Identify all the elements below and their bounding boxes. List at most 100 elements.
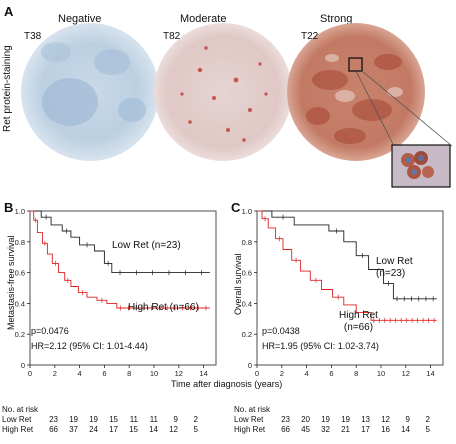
y-tick-label: 0.8 xyxy=(15,238,25,247)
y-tick-label: 1.0 xyxy=(242,207,252,216)
risk-cell: 45 xyxy=(301,425,310,434)
panel-b-low-label: Low Ret (n=23) xyxy=(112,240,181,251)
risk-cell: 11 xyxy=(149,415,158,424)
risk-table-b-row-high: High Ret 66 37 24 17 15 14 12 5 xyxy=(2,425,198,435)
x-tick-label: 8 xyxy=(354,369,358,378)
y-tick-label: 0.2 xyxy=(242,330,252,339)
core-id-t38: T38 xyxy=(24,31,42,42)
risk-table-b-row-low: Low Ret 23 19 19 15 11 11 9 2 xyxy=(2,415,198,425)
risk-row-label: High Ret xyxy=(2,425,34,434)
x-tick-label: 6 xyxy=(329,369,333,378)
plot-frame-c xyxy=(256,210,444,366)
y-tick-label: 0.4 xyxy=(242,299,252,308)
y-tick-label: 0.8 xyxy=(242,238,252,247)
survival-curve-low-b xyxy=(30,210,210,274)
panel-b-hr: HR=2.12 (95% CI: 1.01-4.44) xyxy=(31,341,148,351)
core-moderate-image xyxy=(154,23,292,161)
risk-cell: 12 xyxy=(169,425,178,434)
risk-cell: 16 xyxy=(381,425,390,434)
risk-cell: 14 xyxy=(401,425,410,434)
x-tick-label: 12 xyxy=(175,369,183,378)
risk-cell: 13 xyxy=(361,415,370,424)
x-tick-label: 10 xyxy=(377,369,385,378)
panel-b-high-label: High Ret (n=66) xyxy=(128,302,199,313)
y-tick-label: 0.4 xyxy=(15,299,25,308)
panel-c-letter: C xyxy=(231,200,241,215)
risk-cell: 2 xyxy=(193,415,198,424)
x-tick-label: 2 xyxy=(280,369,284,378)
x-tick-label: 14 xyxy=(199,369,207,378)
risk-cell: 9 xyxy=(405,415,410,424)
risk-cell: 24 xyxy=(89,425,98,434)
risk-cell: 5 xyxy=(425,425,430,434)
risk-cell: 66 xyxy=(49,425,58,434)
core-id-t82: T82 xyxy=(163,31,181,42)
x-tick-label: 6 xyxy=(102,369,106,378)
risk-cell: 2 xyxy=(425,415,430,424)
risk-table-b-title: No. at risk xyxy=(2,405,39,414)
x-tick-label: 0 xyxy=(28,369,32,378)
x-tick-label: 4 xyxy=(78,369,82,378)
risk-table-c-row-low: Low Ret 23 20 19 19 13 12 9 2 xyxy=(234,415,430,425)
risk-cell: 37 xyxy=(69,425,78,434)
panel-c-pvalue: p=0.0438 xyxy=(262,326,300,336)
zoom-region-box xyxy=(348,57,363,72)
risk-cell: 23 xyxy=(49,415,58,424)
panel-b-pvalue: p=0.0476 xyxy=(31,326,69,336)
risk-cell: 5 xyxy=(193,425,198,434)
panel-b-letter: B xyxy=(4,200,14,215)
y-tick-label: 0.2 xyxy=(15,330,25,339)
risk-cell: 12 xyxy=(381,415,390,424)
risk-cell: 11 xyxy=(129,415,138,424)
risk-cell: 9 xyxy=(173,415,178,424)
risk-row-label: Low Ret xyxy=(234,415,264,424)
y-tick-label: 0.6 xyxy=(242,269,252,278)
core-label-strong: Strong xyxy=(320,13,353,25)
core-label-negative: Negative xyxy=(58,13,102,25)
panel-c-low-label-line2: (n=23) xyxy=(376,268,406,279)
plot-frame-b xyxy=(29,210,217,366)
risk-table-c-title: No. at risk xyxy=(234,405,271,414)
panel-c-low-label: Low Ret (n=23) xyxy=(376,256,413,280)
risk-cell: 15 xyxy=(129,425,138,434)
risk-table-c: No. at risk Low Ret 23 20 19 19 13 12 9 2 High R… xyxy=(234,405,430,435)
panel-c-hr: HR=1.95 (95% CI: 1.02-3.74) xyxy=(262,341,379,351)
shared-xlabel: Time after diagnosis (years) xyxy=(171,379,283,389)
risk-table-c-row-high: High Ret 66 45 32 21 17 16 14 5 xyxy=(234,425,430,435)
y-tick-label: 0.6 xyxy=(15,269,25,278)
zoom-inset-image xyxy=(391,144,451,188)
panel-c-high-label: High Ret (n=66) xyxy=(339,310,378,334)
risk-cell: 21 xyxy=(341,425,350,434)
risk-cell: 20 xyxy=(301,415,310,424)
panel-c-high-label-line1: High Ret xyxy=(339,310,378,321)
risk-cell: 19 xyxy=(321,415,330,424)
panel-c-high-label-line2: (n=66) xyxy=(343,322,374,333)
risk-cell: 19 xyxy=(69,415,78,424)
risk-table-b: No. at risk Low Ret 23 19 19 15 11 11 9 2 High R… xyxy=(2,405,198,435)
x-tick-label: 12 xyxy=(402,369,410,378)
x-tick-label: 0 xyxy=(255,369,259,378)
core-label-moderate: Moderate xyxy=(180,13,227,25)
risk-cell: 19 xyxy=(341,415,350,424)
risk-cell: 17 xyxy=(109,425,118,434)
panel-a-letter: A xyxy=(4,4,14,19)
x-tick-label: 2 xyxy=(53,369,57,378)
risk-cell: 19 xyxy=(89,415,98,424)
risk-row-label: High Ret xyxy=(234,425,266,434)
panel-c-low-label-line1: Low Ret xyxy=(376,256,413,267)
survival-curve-high-c xyxy=(257,210,437,321)
risk-cell: 23 xyxy=(281,415,290,424)
core-id-t22: T22 xyxy=(301,31,319,42)
survival-curve-low-c xyxy=(257,210,437,300)
risk-cell: 14 xyxy=(149,425,158,434)
risk-cell: 17 xyxy=(361,425,370,434)
x-tick-label: 14 xyxy=(426,369,434,378)
y-tick-label: 0 xyxy=(21,361,25,370)
risk-cell: 66 xyxy=(281,425,290,434)
tissue-cores-figure xyxy=(21,23,453,188)
x-tick-label: 4 xyxy=(305,369,309,378)
y-tick-label: 1.0 xyxy=(15,207,25,216)
y-tick-label: 0 xyxy=(248,361,252,370)
